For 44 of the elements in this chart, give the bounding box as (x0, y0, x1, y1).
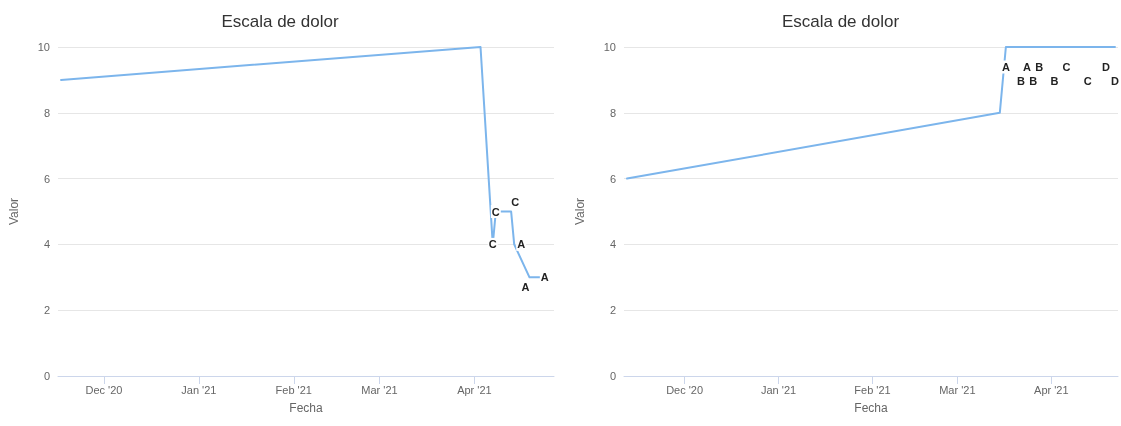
annotation: C (511, 195, 520, 208)
annotation: A (521, 281, 530, 294)
annotation: D (1110, 75, 1119, 87)
y-tick-label: 8 (609, 106, 616, 119)
annotation: A (540, 271, 549, 284)
y-tick-label: 0 (609, 370, 616, 382)
annotation: B (1017, 75, 1026, 87)
chart-title: Escala de dolor (221, 12, 339, 31)
annotation: A (517, 238, 526, 251)
y-axis-title: Valor (573, 197, 587, 226)
annotation: B (1035, 61, 1044, 73)
y-tick-label: 0 (43, 370, 50, 382)
x-tick-label: Mar '21 (361, 383, 398, 396)
y-tick-label: 8 (43, 106, 50, 119)
annotation: A (1023, 61, 1032, 73)
chart-title: Escala de dolor (781, 12, 900, 31)
annotation: C (1062, 61, 1071, 73)
y-tick-label: 4 (609, 238, 616, 251)
y-tick-label: 6 (43, 172, 50, 185)
x-tick-label: Mar '21 (939, 383, 976, 396)
x-tick-label: Feb '21 (854, 383, 891, 396)
annotation: B (1050, 75, 1059, 87)
y-tick-label: 2 (609, 304, 616, 317)
x-tick-label: Jan '21 (181, 383, 217, 396)
annotation: C (1083, 75, 1092, 87)
x-tick-label: Feb '21 (275, 383, 312, 396)
annotation: B (1029, 75, 1038, 87)
y-tick-label: 10 (37, 41, 50, 53)
x-tick-label: Dec '20 (85, 383, 123, 396)
annotation: C (491, 205, 500, 218)
y-tick-label: 10 (603, 41, 616, 53)
x-axis-title: Fecha (289, 401, 323, 415)
y-tick-label: 6 (609, 172, 616, 185)
x-tick-label: Dec '20 (666, 383, 704, 396)
x-axis-title: Fecha (854, 401, 888, 415)
y-tick-label: 2 (43, 304, 50, 317)
annotation: A (1001, 61, 1010, 73)
y-axis-title: Valor (7, 197, 21, 226)
annotation: D (1101, 61, 1110, 73)
x-tick-label: Apr '21 (457, 383, 492, 396)
x-tick-label: Apr '21 (1034, 383, 1069, 396)
x-tick-label: Jan '21 (760, 383, 797, 396)
annotation: C (488, 238, 497, 251)
y-tick-label: 4 (43, 238, 50, 251)
